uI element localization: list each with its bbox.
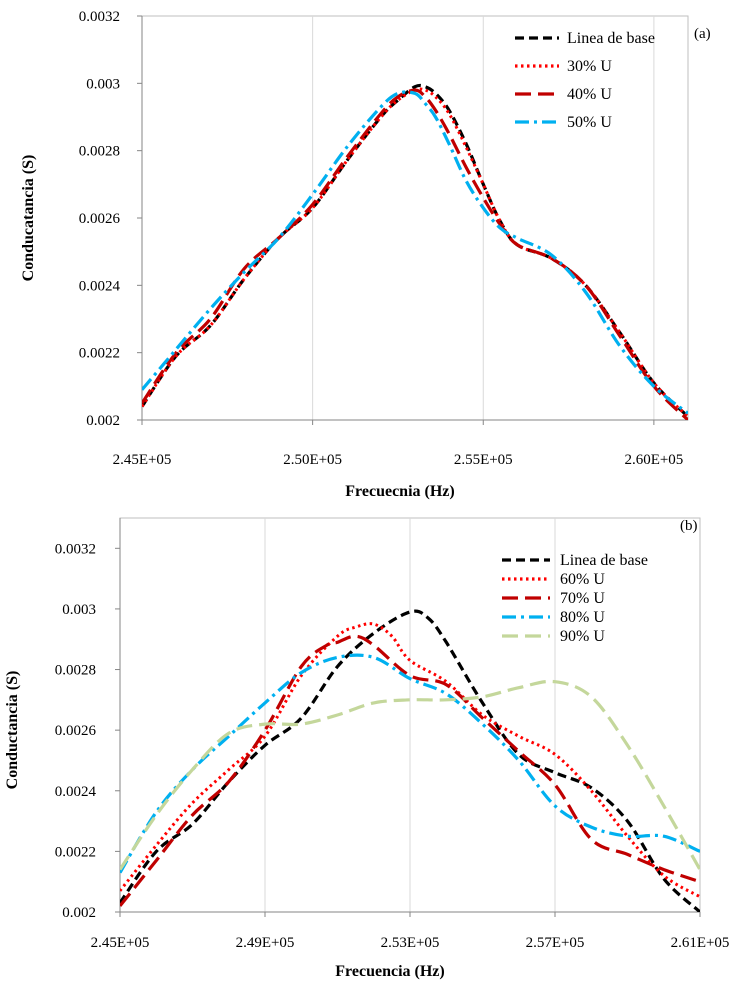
panel-b-chart: 0.002 0.0022 0.0024 0.0026 0.0028 0.003 0.0032… <box>55 517 730 951</box>
panel-b-x-tick-label: 2.53E+05 <box>381 935 440 951</box>
panel-b-series-line <box>120 622 700 899</box>
panel-b-y-tick-label: 0.0032 <box>55 541 96 557</box>
panel-a-x-tick-label: 2.60E+05 <box>624 452 683 468</box>
panel-a-y-tick-label: 0.0022 <box>79 346 120 362</box>
panel-a-x-tick-label: 2.50E+05 <box>283 452 342 468</box>
panel-a-y-tick-label: 0.0032 <box>79 9 120 25</box>
panel-b-label: (b) <box>680 518 698 534</box>
panel-b-x-tick-label: 2.45E+05 <box>91 935 150 951</box>
panel-b-ylabel: Conductancia (S) <box>4 671 21 790</box>
panel-b-y-tick-label: 0.0024 <box>55 784 97 800</box>
panel-a-series-line <box>142 83 688 418</box>
panel-a-ylabel: Conducatancia (S) <box>20 155 37 282</box>
panel-b-y-tick-label: 0.0026 <box>55 723 97 739</box>
panel-b-y-tick-label: 0.0028 <box>55 663 96 679</box>
panel-b-y-tick-label: 0.0022 <box>55 844 96 860</box>
panel-b-y-tick-label: 0.003 <box>62 602 96 618</box>
panel-a-series-line <box>142 88 688 420</box>
panel-b-legend-entry: 60% U <box>560 571 605 588</box>
panel-b-x-tick-label: 2.49E+05 <box>236 935 295 951</box>
panel-a-chart: 0.002 0.0022 0.0024 0.0026 0.0028 0.003 0.0032… <box>79 9 689 468</box>
panel-a-legend: Linea de base 30% U 40% U 50% U <box>515 30 655 131</box>
panel-a-xlabel: Frecuecnia (Hz) <box>345 483 454 500</box>
panel-b-legend-entry: Linea de base <box>560 552 648 569</box>
panel-a-label: (a) <box>694 26 711 42</box>
panel-b-series-line <box>120 634 700 907</box>
panel-a-y-tick-label: 0.003 <box>86 76 120 92</box>
panel-b-legend-entry: 80% U <box>560 609 605 626</box>
panel-a-series-line <box>142 90 688 415</box>
panel-b-legend: Linea de base 60% U 70% U 80% U 90% U <box>502 552 648 645</box>
panel-b-x-tick-label: 2.61E+05 <box>671 935 730 951</box>
panel-b-xlabel: Frecuencia (Hz) <box>335 963 444 980</box>
panel-a-legend-entry: 40% U <box>567 86 612 103</box>
panel-a-y-tick-label: 0.002 <box>86 413 120 429</box>
panel-a-y-tick-label: 0.0024 <box>79 278 121 294</box>
panel-b-series-line <box>120 653 700 874</box>
panel-b-x-tick-label: 2.57E+05 <box>526 935 585 951</box>
panel-a-plot-frame <box>141 15 689 421</box>
panel-a-x-tick-label: 2.55E+05 <box>454 452 513 468</box>
panel-a-series-line <box>142 87 688 418</box>
panel-a-legend-entry: 50% U <box>567 114 612 131</box>
panel-b-legend-entry: 70% U <box>560 590 605 607</box>
panel-a-legend-entry: Linea de base <box>567 30 655 47</box>
panel-a-x-tick-label: 2.45E+05 <box>113 452 172 468</box>
panel-b-legend-entry: 90% U <box>560 628 605 645</box>
panel-b-y-tick-label: 0.002 <box>62 905 96 921</box>
panel-a-legend-entry: 30% U <box>567 58 612 75</box>
panel-a-y-tick-label: 0.0028 <box>79 144 120 160</box>
panel-a-y-tick-label: 0.0026 <box>79 211 121 227</box>
